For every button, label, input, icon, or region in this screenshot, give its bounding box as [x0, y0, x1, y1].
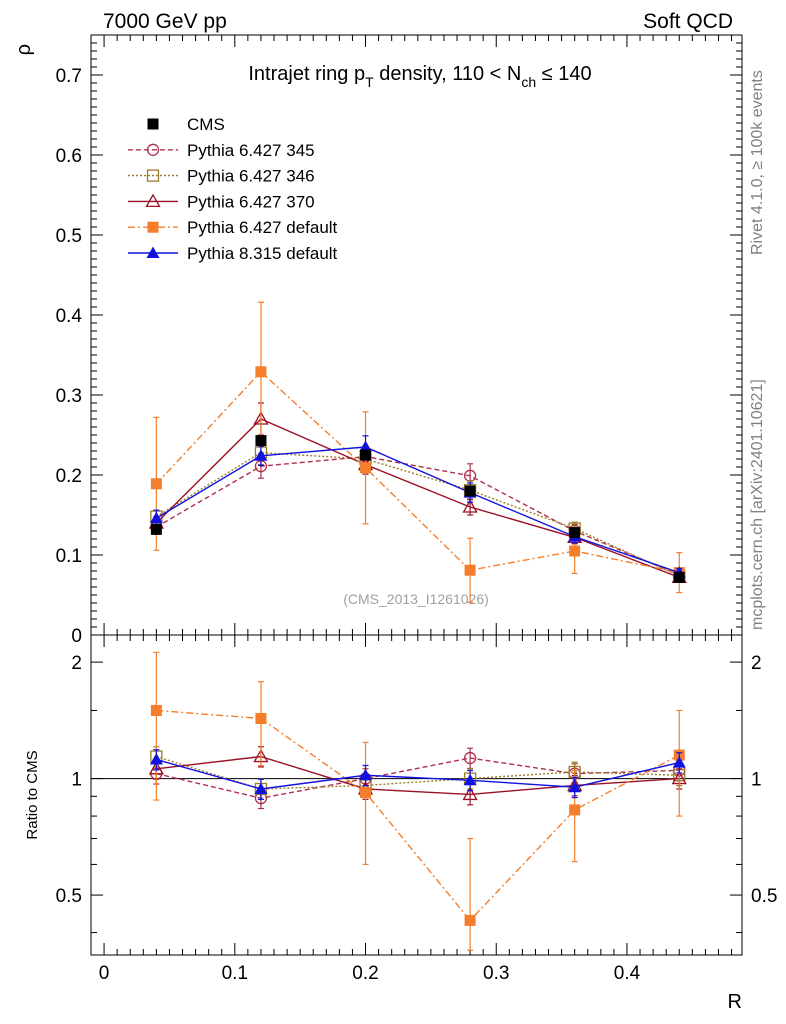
- cms-point: [360, 449, 372, 461]
- y-tick-label: 0: [71, 626, 82, 647]
- data-point: [464, 564, 476, 576]
- ratio-point: [149, 753, 163, 765]
- ratio-point: [462, 786, 478, 801]
- ratio-series-pythia-8-315-default: [149, 749, 686, 800]
- ratio-series-pythia-6-427-default: [150, 651, 685, 951]
- legend-entry-pythia-6-427-370: Pythia 6.427 370: [128, 192, 315, 211]
- main-series-group: [148, 301, 687, 603]
- y-tick-label: 0.4: [56, 306, 83, 327]
- series-line: [155, 370, 680, 574]
- x-tick-label: 0.3: [483, 963, 509, 984]
- ratio-point: [360, 787, 372, 799]
- ratio-tick-label: 0.5: [56, 886, 82, 907]
- series-line: [156, 446, 680, 574]
- analysis-label: (CMS_2013_I1261026): [343, 591, 489, 607]
- cms-point: [464, 485, 476, 497]
- legend-label: Pythia 8.315 default: [187, 244, 338, 263]
- x-tick-label: 0.4: [614, 963, 641, 984]
- axis-ticks: [91, 34, 742, 955]
- x-tick-label: 0: [99, 963, 110, 984]
- series-cms: [150, 435, 685, 583]
- ratio-tick-label: 2: [71, 653, 82, 674]
- y-tick-label: 0.7: [56, 66, 82, 87]
- legend-entry-pythia-6-427-345: Pythia 6.427 345: [128, 141, 315, 160]
- x-tick-label: 0.2: [352, 963, 378, 984]
- legend-label: Pythia 6.427 346: [187, 167, 315, 186]
- legend-label: Pythia 6.427 370: [187, 192, 315, 211]
- legend-marker: [146, 143, 160, 156]
- data-point: [254, 449, 268, 461]
- ratio-line: [156, 755, 680, 790]
- data-point: [150, 478, 162, 490]
- ratio-point: [150, 704, 162, 716]
- ratio-tick-label-right: 1: [751, 770, 762, 791]
- mcplots-label: mcplots.cern.ch [arXiv:2401.10621]: [749, 379, 766, 630]
- y-tick-label: 0.3: [56, 386, 82, 407]
- ratio-point: [463, 751, 477, 765]
- data-point: [360, 462, 372, 474]
- x-axis-label: R: [728, 991, 742, 1013]
- cms-point: [673, 571, 685, 583]
- y-tick-label: 0.2: [56, 466, 82, 487]
- data-point: [149, 511, 163, 524]
- data-point: [569, 545, 581, 557]
- ratio-series-group: [148, 651, 687, 951]
- legend-entry-pythia-6-427-346: Pythia 6.427 346: [128, 167, 315, 186]
- chart-title: Intrajet ring pT density, 110 < Nch ≤ 14…: [248, 63, 591, 90]
- y-tick-label: 0.5: [56, 226, 82, 247]
- data-point: [359, 440, 373, 452]
- legend-marker: [145, 193, 161, 208]
- series-line: [155, 451, 680, 577]
- ratio-line: [156, 758, 680, 790]
- legend-entry-cms: CMS: [147, 115, 225, 134]
- ratio-axis-label: Ratio to CMS: [24, 750, 41, 839]
- cms-point: [150, 523, 162, 535]
- cms-point: [255, 435, 267, 447]
- ratio-tick-label-right: 0.5: [751, 886, 777, 907]
- y-tick-label: 0.1: [56, 546, 82, 567]
- legend-label: Pythia 6.427 default: [187, 218, 338, 237]
- ratio-point: [569, 804, 581, 816]
- rivet-label: Rivet 4.1.0, ≥ 100k events: [749, 70, 766, 255]
- legend-entry-pythia-8-315-default: Pythia 8.315 default: [128, 244, 338, 263]
- legend-marker: [146, 246, 160, 258]
- collision-label: 7000 GeV pp: [103, 10, 227, 33]
- ratio-panel-frame: [90, 634, 743, 956]
- ratio-point: [672, 756, 686, 768]
- legend-marker: [147, 118, 159, 130]
- cms-point: [569, 527, 581, 539]
- legend-marker: [147, 221, 159, 233]
- data-point: [255, 366, 267, 378]
- y-tick-label: 0.6: [56, 146, 82, 167]
- x-tick-label: 0.1: [222, 963, 248, 984]
- ratio-line: [156, 709, 680, 922]
- ratio-point: [255, 712, 267, 724]
- series-line: [156, 455, 680, 576]
- category-label: Soft QCD: [643, 10, 733, 33]
- ratio-point: [568, 780, 582, 793]
- ratio-line: [156, 755, 680, 796]
- ratio-tick-label-right: 2: [751, 653, 762, 674]
- ratio-point: [463, 773, 477, 786]
- y-axis-label: ρ: [13, 44, 35, 55]
- ratio-point: [359, 768, 373, 781]
- ratio-point: [254, 782, 268, 794]
- legend: CMS Pythia 6.427 345 Pythia 6.427 346 Pythi…: [128, 115, 338, 263]
- legend-label: CMS: [187, 115, 225, 134]
- ratio-tick-label: 1: [71, 770, 82, 791]
- tick-labels: 0 0.1 0.2 0.3 0.4 0 0.1 0.2 0.3 0.4 0.5 0.6 0.7 0.5 0.…: [56, 66, 778, 984]
- legend-marker: [146, 169, 160, 182]
- legend-label: Pythia 6.427 345: [187, 141, 315, 160]
- legend-entry-pythia-6-427-default: Pythia 6.427 default: [128, 218, 338, 237]
- ratio-point: [464, 914, 476, 926]
- data-point: [462, 499, 478, 513]
- series-line: [155, 418, 680, 579]
